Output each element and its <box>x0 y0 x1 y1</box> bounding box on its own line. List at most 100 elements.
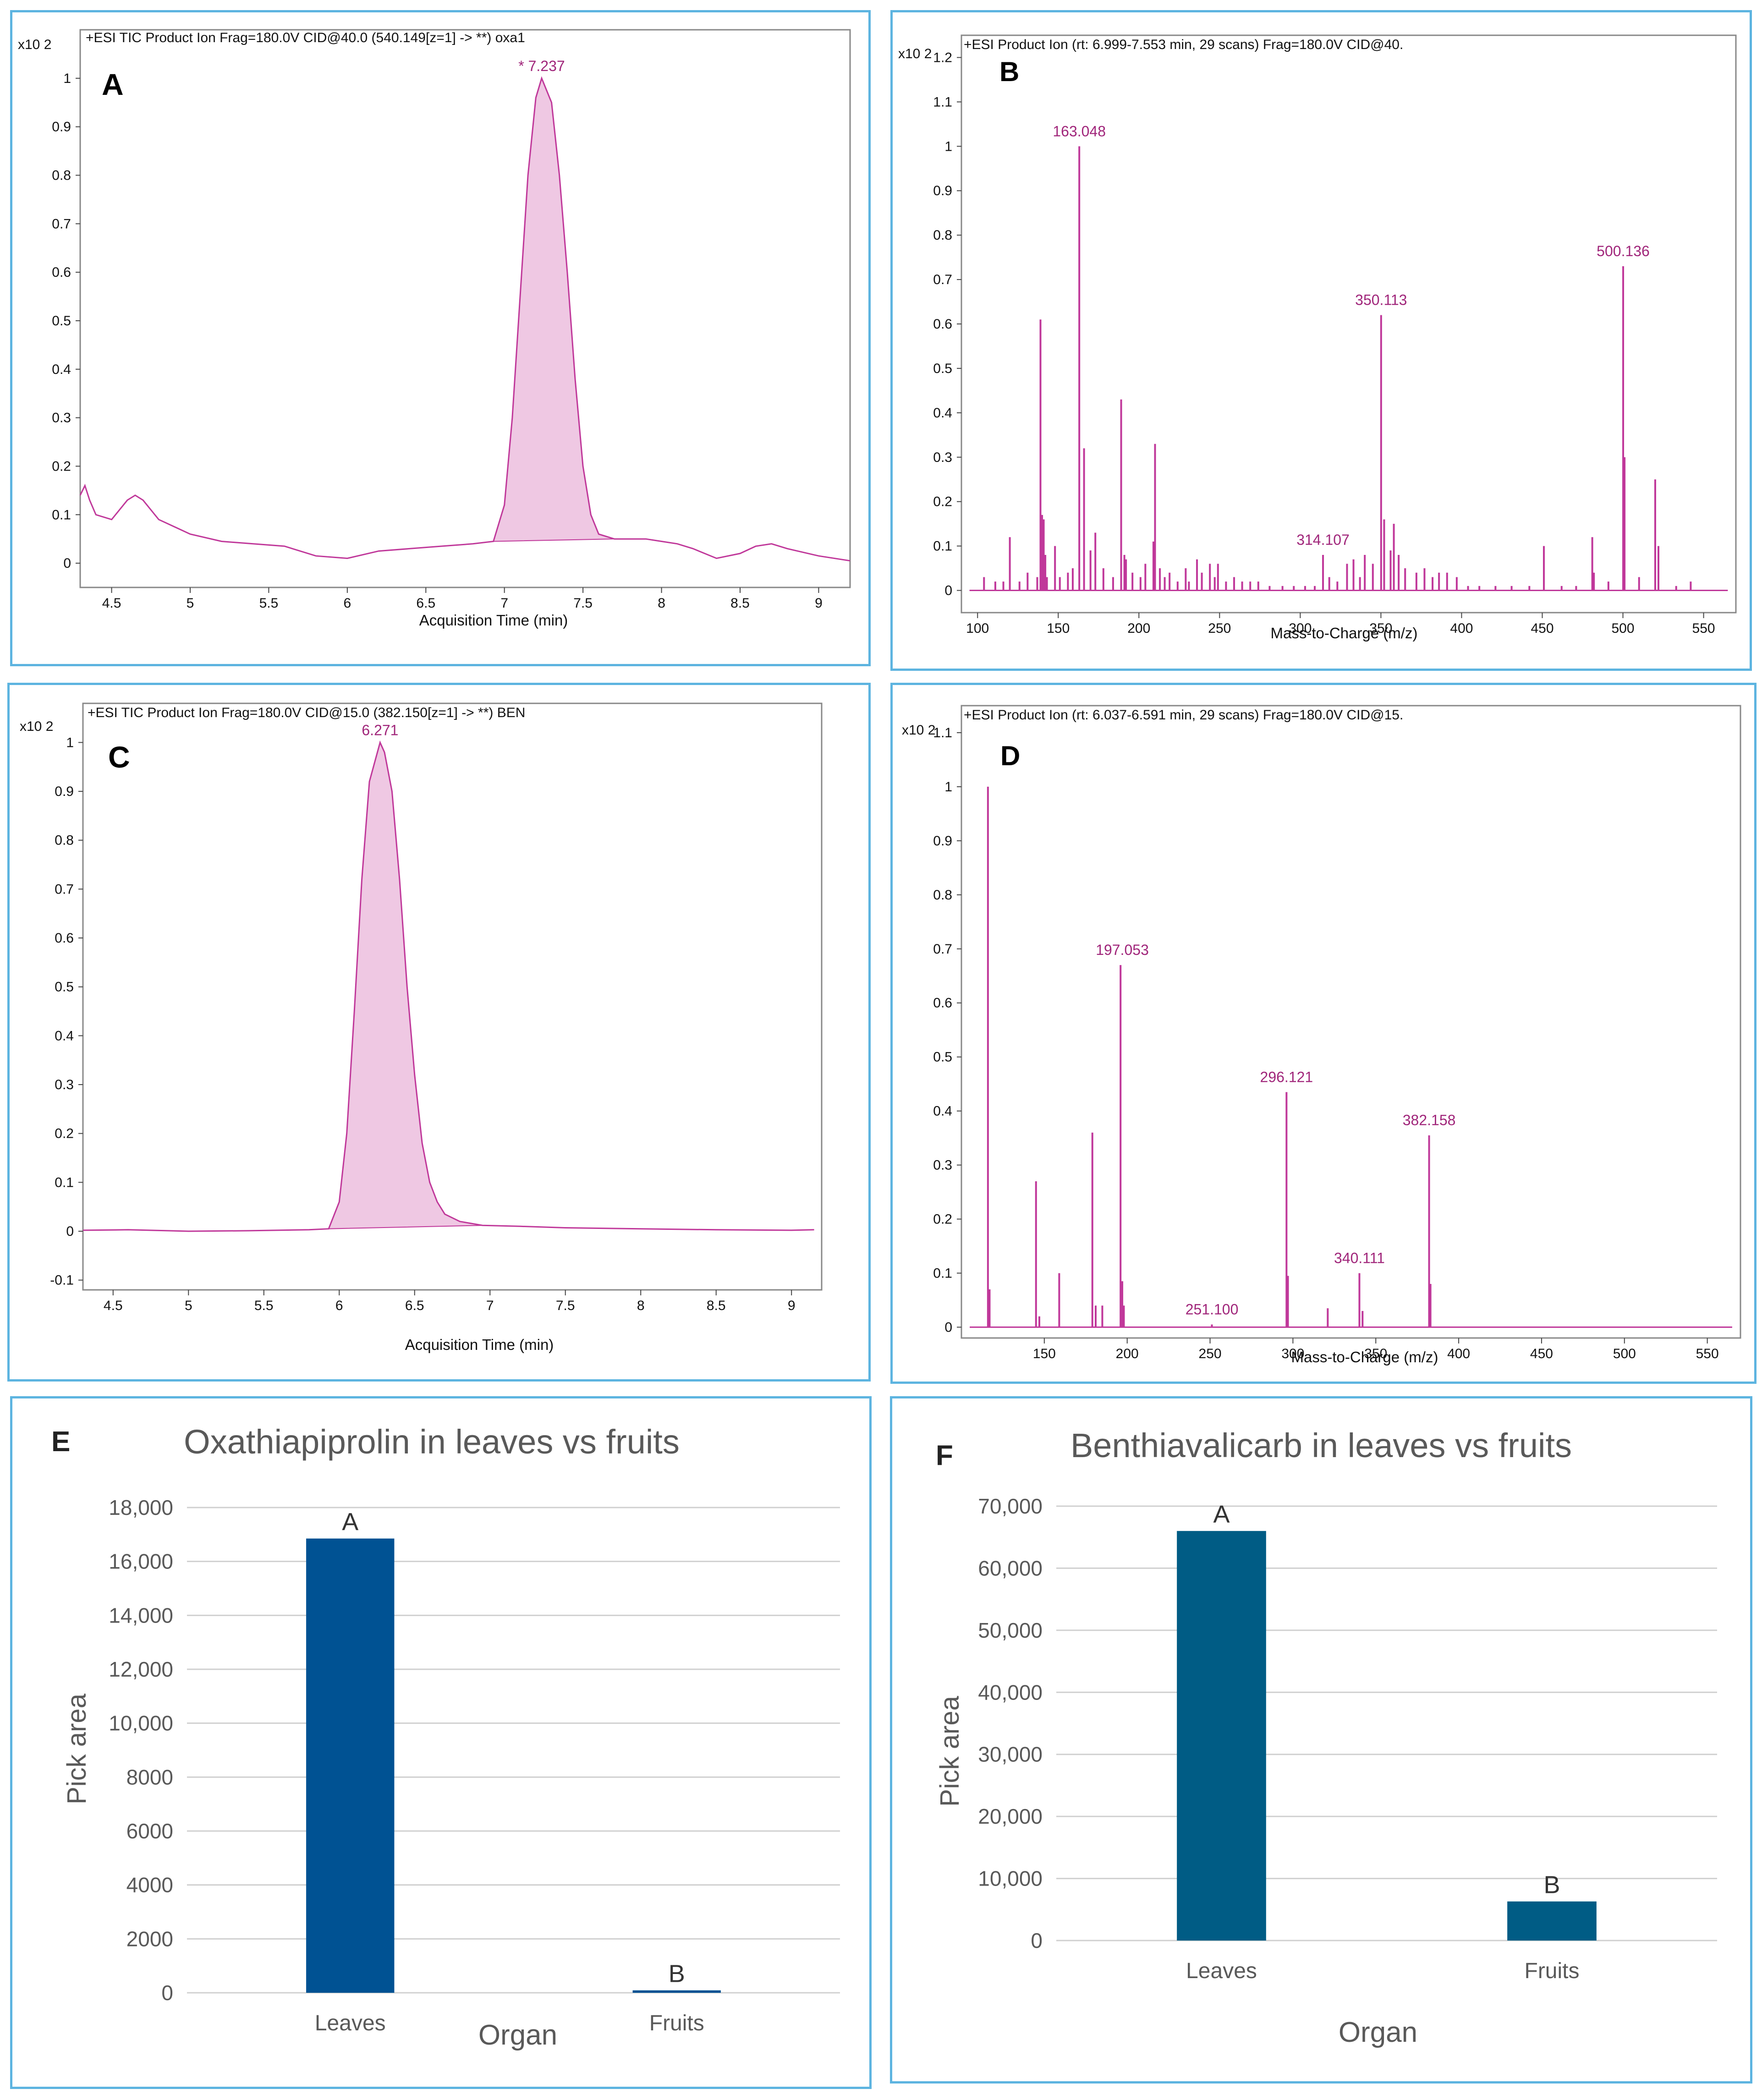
chart-title: +ESI TIC Product Ion Frag=180.0V CID@40.… <box>86 30 525 45</box>
y-tick-label: -0.1 <box>50 1273 74 1288</box>
x-tick-label: 300 <box>1281 1346 1304 1361</box>
y-tick-label: 0.6 <box>52 265 71 280</box>
x-tick-label: 100 <box>966 621 989 636</box>
y-tick-label: 0.8 <box>933 888 952 903</box>
y-tick-label: 0.4 <box>933 1104 952 1119</box>
panel-c: +ESI TIC Product Ion Frag=180.0V CID@15.… <box>7 683 871 1382</box>
y-tick-label: 0 <box>1031 1929 1043 1952</box>
y-tick-label: 40,000 <box>978 1680 1043 1704</box>
y-tick-label: 1 <box>63 71 71 86</box>
y-scale-label: x10 2 <box>902 723 935 738</box>
bar-fruits <box>632 1990 721 1993</box>
y-tick-label: 16,000 <box>109 1550 173 1574</box>
y-tick-label: 0.1 <box>52 507 71 522</box>
y-tick-label: 0.1 <box>933 1266 952 1281</box>
y-tick-label: 0.8 <box>933 228 952 243</box>
y-tick-label: 30,000 <box>978 1743 1043 1766</box>
x-tick-label: 550 <box>1696 1346 1719 1361</box>
plot-frame <box>961 34 1737 614</box>
significance-letter: B <box>1543 1871 1560 1899</box>
x-tick-label: 8.5 <box>707 1298 726 1313</box>
x-tick-label: 250 <box>1208 621 1231 636</box>
y-tick-label: 1.1 <box>933 725 952 740</box>
bar-leaves <box>306 1538 395 1993</box>
panel-letter: A <box>102 67 124 101</box>
y-tick-label: 0 <box>63 556 71 571</box>
y-tick-label: 0.8 <box>52 168 71 183</box>
x-tick-label: 250 <box>1199 1346 1222 1361</box>
panel-e: E Oxathiapiprolin in leaves vs fruits Pi… <box>10 1396 872 2089</box>
chromatogram-c: 4.5 5 5.5 6 6.5 7 7.5 8 8.5 9 -0.1 0 0.1 0.2 0.3 0.4 0.5… <box>50 722 814 1313</box>
bar-leaves <box>1177 1531 1266 1941</box>
peak-mz-label: 340.111 <box>1334 1250 1385 1266</box>
x-axis-label: Acquisition Time (min) <box>405 1336 554 1353</box>
y-scale-label: x10 2 <box>18 37 51 52</box>
peak-mz-label: 163.048 <box>1053 123 1106 139</box>
y-tick-label: 0 <box>161 1981 173 2005</box>
y-tick-label: 0.7 <box>55 882 74 897</box>
x-tick-label: 450 <box>1531 621 1553 636</box>
x-tick-label: 300 <box>1289 621 1312 636</box>
chromatogram-trace <box>82 740 814 1232</box>
chromatogram-trace <box>79 76 851 562</box>
y-tick-label: 0.9 <box>55 784 74 799</box>
peak-mz-label: 251.100 <box>1186 1301 1239 1318</box>
panel-f: F Benthiavalicarb in leaves vs fruits Pi… <box>890 1396 1752 2084</box>
y-tick-label: 2000 <box>126 1927 173 1951</box>
x-tick-label: Leaves <box>315 2011 386 2035</box>
y-tick-label: 0.9 <box>933 183 952 198</box>
y-tick-label: 0.3 <box>52 411 71 426</box>
x-tick-label: 9 <box>788 1298 796 1313</box>
chart-title: +ESI Product Ion (rt: 6.999-7.553 min, 2… <box>964 37 1403 52</box>
y-tick-label: 0.2 <box>52 459 71 474</box>
chart-a-svg: +ESI TIC Product Ion Frag=180.0V CID@40.… <box>18 29 851 629</box>
y-tick-label: 1.2 <box>933 50 952 65</box>
significance-letter: A <box>1213 1501 1230 1528</box>
x-tick-label: 5.5 <box>254 1298 274 1313</box>
x-tick-label: 6.5 <box>416 596 435 611</box>
x-tick-label: 550 <box>1692 621 1715 636</box>
peak-mz-label: 350.113 <box>1355 292 1407 308</box>
x-tick-label: 5 <box>185 1298 192 1313</box>
y-tick-label: 4000 <box>126 1873 173 1897</box>
x-tick-label: 9 <box>815 596 823 611</box>
peak-mz-label: 314.107 <box>1296 532 1350 548</box>
chart-title: +ESI Product Ion (rt: 6.037-6.591 min, 2… <box>964 707 1403 723</box>
x-tick-label: 5 <box>187 596 194 611</box>
x-tick-label: 7.5 <box>556 1298 575 1313</box>
panel-letter: E <box>51 1426 70 1458</box>
significance-letter: A <box>342 1508 358 1536</box>
y-axis-label: Pick area <box>62 1693 92 1804</box>
chromatogram-a: 4.5 5 5.5 6 6.5 7 7.5 8 8.5 9 0 0.1 0.2 0.3 0.4 0.5 0.6 0… <box>52 58 851 611</box>
y-tick-label: 6000 <box>126 1819 173 1843</box>
y-tick-label: 0.3 <box>933 1158 952 1173</box>
chart-b-svg: +ESI Product Ion (rt: 6.999-7.553 min, 2… <box>898 34 1737 642</box>
x-tick-label: 500 <box>1612 621 1635 636</box>
plot-frame <box>82 702 823 1291</box>
y-tick-label: 0.5 <box>55 980 74 995</box>
x-tick-label: 150 <box>1047 621 1070 636</box>
x-axis-label: Organ <box>1339 2017 1417 2048</box>
panel-letter: D <box>1000 740 1020 771</box>
y-tick-label: 60,000 <box>978 1556 1043 1580</box>
y-tick-label: 0.5 <box>933 1050 952 1065</box>
spectrum-d: 150 200 250 300 350 400 450 500 550 0 0.1 0.2 0.3 0.4… <box>933 725 1732 1361</box>
y-tick-label: 0.2 <box>933 1212 952 1227</box>
y-tick-label: 0.4 <box>933 406 952 421</box>
y-tick-label: 0.2 <box>55 1126 74 1141</box>
y-tick-label: 0.7 <box>933 272 952 287</box>
x-tick-label: 200 <box>1127 621 1150 636</box>
y-tick-label: 0.9 <box>52 120 71 135</box>
y-tick-label: 12,000 <box>109 1657 173 1681</box>
y-tick-label: 0.6 <box>933 996 952 1011</box>
peak-rt-label: * 7.237 <box>518 58 565 74</box>
x-tick-label: 4.5 <box>104 1298 123 1313</box>
x-tick-label: 400 <box>1450 621 1473 636</box>
x-tick-label: Fruits <box>1525 1959 1580 1983</box>
y-tick-label: 10,000 <box>109 1711 173 1735</box>
y-tick-label: 0 <box>66 1224 74 1239</box>
spectrum-b: 100 150 200 250 300 350 400 450 500 550 0 0.1 0.2 0.3… <box>933 50 1728 636</box>
x-tick-label: 7.5 <box>573 596 593 611</box>
plot-frame <box>79 29 851 588</box>
y-tick-label: 0.3 <box>55 1077 74 1092</box>
